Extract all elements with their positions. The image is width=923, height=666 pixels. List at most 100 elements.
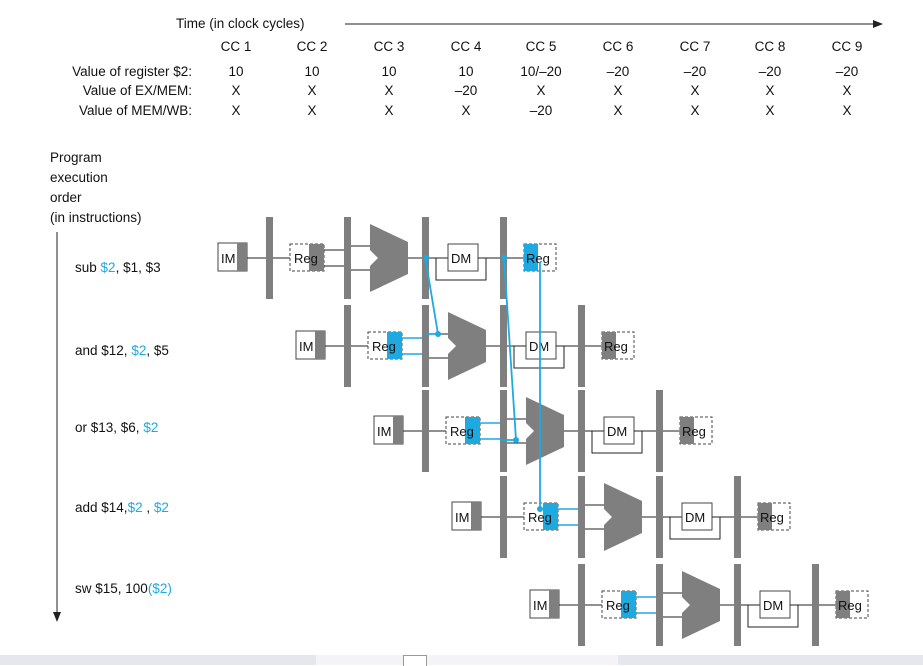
reg-write-shade [680, 417, 694, 444]
time-axis-arrow [345, 20, 883, 28]
reg-write-label: Reg [838, 598, 862, 613]
pipeline-register-idex [578, 476, 585, 558]
im-label: IM [221, 251, 235, 266]
value-cell: X [384, 83, 394, 98]
value-cell: X [536, 83, 546, 98]
value-cell: 10 [458, 64, 474, 79]
pipeline-register-idex [500, 390, 507, 472]
pipeline-register-exmem [656, 476, 663, 558]
value-cell: X [307, 103, 317, 118]
dm-box [603, 416, 635, 445]
im-shade [237, 243, 247, 271]
reg-read-shade [621, 591, 636, 618]
im-shade [315, 331, 325, 359]
alu-shape [604, 483, 642, 551]
clock-cycle-header: CC 6 [602, 39, 634, 54]
program-order-line2: execution [50, 170, 108, 185]
reg-read-shade [465, 417, 480, 444]
im-shade [393, 416, 403, 444]
pipeline-register-exmem [734, 564, 741, 646]
pipeline-register-exmem [578, 390, 585, 472]
program-order-arrow [53, 232, 61, 622]
reg-read-label: Reg [450, 424, 474, 439]
dm-bypass-wire [747, 605, 799, 628]
reg-read-shade [543, 503, 558, 530]
reg-write-label: Reg [682, 424, 706, 439]
dm-label: DM [451, 251, 471, 266]
reg-write-shade [602, 332, 616, 359]
dm-bypass-wire [435, 258, 487, 281]
clock-cycle-header: CC 8 [754, 39, 786, 54]
value-cell: X [613, 103, 623, 118]
im-label: IM [455, 510, 469, 525]
dm-box [447, 243, 479, 272]
value-cell: –20 [758, 64, 782, 79]
value-cell: X [842, 83, 852, 98]
value-cell: –20 [835, 64, 859, 79]
value-cell: X [613, 83, 623, 98]
program-order-line1: Program [50, 150, 102, 165]
pipeline-register-memwb [734, 476, 741, 558]
value-cell: X [231, 83, 241, 98]
instruction-or: or $13, $6, $2 [75, 420, 159, 435]
dm-label: DM [607, 424, 627, 439]
alu-shape [370, 224, 408, 292]
pipeline-register-ifid [422, 390, 429, 472]
reg-write-shade [758, 503, 772, 530]
forward-dot [537, 506, 543, 512]
dm-box [525, 331, 557, 360]
value-cell: –20 [454, 83, 478, 98]
alu-shape [448, 312, 486, 380]
value-cell: –20 [606, 64, 630, 79]
reg-write-box [835, 590, 869, 619]
pipeline-register-memwb [812, 564, 819, 646]
row-label-memwb: Value of MEM/WB: [78, 103, 192, 118]
program-order-line3: order [50, 190, 82, 205]
instruction-add: add $14,$2 , $2 [75, 500, 169, 515]
reg-write-shade [836, 591, 850, 618]
viewer-control [316, 655, 618, 666]
pipeline-register-ifid [344, 305, 351, 387]
clock-cycle-header: CC 3 [373, 39, 405, 54]
value-cell: X [461, 103, 471, 118]
reg-read-label: Reg [294, 251, 318, 266]
pipeline-register-idex [656, 564, 663, 646]
reg-read-shade [309, 244, 324, 271]
instruction-sw: sw $15, 100($2) [75, 581, 172, 596]
reg-write-box [679, 416, 713, 445]
viewer-control-knob[interactable] [403, 655, 427, 666]
reg-write-box [601, 331, 635, 360]
value-cell: X [384, 103, 394, 118]
clock-cycle-header: CC 7 [679, 39, 711, 54]
dm-label: DM [763, 598, 783, 613]
im-label: IM [533, 598, 547, 613]
dm-bypass-wire [513, 346, 565, 369]
instruction-and: and $12, $2, $5 [75, 343, 169, 358]
dm-label: DM [685, 510, 705, 525]
value-cell: 10 [381, 64, 397, 79]
value-cell: X [690, 103, 700, 118]
reg-read-label: Reg [372, 339, 396, 354]
value-cell: X [231, 103, 241, 118]
value-cell: X [307, 83, 317, 98]
pipeline-register-exmem [500, 305, 507, 387]
im-shade [549, 590, 559, 618]
value-cell: –20 [529, 103, 553, 118]
forward-dot [423, 255, 429, 261]
clock-cycle-header: CC 5 [525, 39, 557, 54]
dm-bypass-wire [591, 431, 643, 454]
time-axis-label: Time (in clock cycles) [176, 16, 305, 31]
clock-cycle-header: CC 9 [831, 39, 863, 54]
row-label-register: Value of register $2: [72, 64, 192, 79]
clock-cycle-header: CC 2 [296, 39, 328, 54]
reg-read-label: Reg [606, 598, 630, 613]
forward-dot [501, 255, 507, 261]
pipeline-register-memwb [578, 305, 585, 387]
row-label-exmem: Value of EX/MEM: [82, 83, 192, 98]
pipeline-register-idex [344, 217, 351, 299]
program-order-line4: (in instructions) [50, 210, 142, 225]
clock-cycle-header: CC 4 [450, 39, 482, 54]
pipeline-register-ifid [500, 476, 507, 558]
value-cell: X [765, 103, 775, 118]
